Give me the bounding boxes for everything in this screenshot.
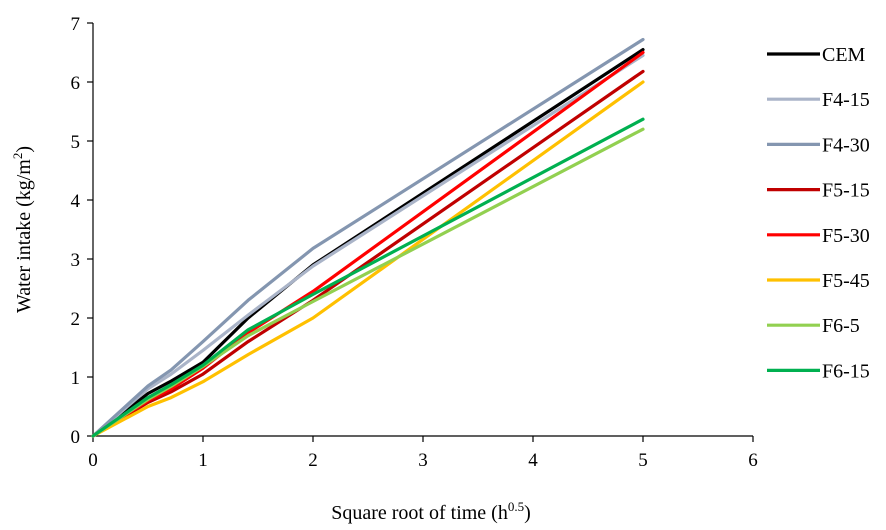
series-line-f4-15	[91, 53, 645, 438]
x-axis-title-suffix: )	[524, 502, 531, 524]
legend-item: F5-15	[767, 180, 870, 202]
series-line-f6-15	[91, 117, 645, 438]
legend-label: F6-15	[822, 360, 870, 382]
x-axis-title-main: Square root of time (h	[331, 502, 508, 524]
y-axis-title-superscript: 2	[10, 153, 25, 160]
y-axis-title-suffix: )	[13, 146, 35, 153]
y-tick-label: 7	[71, 14, 81, 35]
y-tick-label: 6	[71, 73, 81, 94]
x-tick-label: 1	[198, 450, 208, 471]
x-tick-label: 4	[528, 450, 538, 471]
legend-label: F5-45	[822, 270, 870, 292]
legend-label: F6-5	[822, 315, 860, 337]
y-tick-label: 2	[71, 309, 81, 330]
legend-label: CEM	[822, 44, 866, 66]
legend-item: F4-30	[767, 134, 870, 156]
x-tick-label: 5	[638, 450, 648, 471]
legend-label: F5-30	[822, 225, 870, 247]
legend-item: F4-15	[767, 89, 870, 111]
legend-label: F4-30	[822, 134, 870, 156]
x-ticks: 0 1 2 3 4 5 6	[88, 436, 758, 471]
y-tick-label: 4	[71, 191, 81, 212]
y-tick-label: 1	[71, 368, 81, 389]
legend-label: F4-15	[822, 89, 870, 111]
legend: CEM F4-15 F4-30 F5-15 F5-30 F5-45 F6-5 F6-15	[767, 44, 870, 382]
series-line-f5-45	[91, 80, 645, 438]
y-tick-label: 3	[71, 250, 81, 271]
series-line-f4-30	[91, 37, 645, 438]
x-axis-title-superscript: 0.5	[508, 499, 524, 514]
legend-item: F5-30	[767, 225, 870, 247]
y-tick-label: 5	[71, 132, 81, 153]
x-tick-label: 3	[418, 450, 428, 471]
y-axis-title-main: Water intake (kg/m	[13, 159, 35, 313]
y-ticks: 0 1 2 3 4 5 6 7	[71, 14, 93, 448]
x-axis-title: Square root of time (h0.5)	[331, 499, 531, 524]
legend-label: F5-15	[822, 180, 870, 202]
series-lines	[91, 37, 645, 438]
x-tick-label: 0	[88, 450, 98, 471]
y-axis-title: Water intake (kg/m2)	[10, 146, 35, 313]
x-tick-label: 6	[748, 450, 758, 471]
axes: 0 1 2 3 4 5 6 7 0 1 2 3 4 5 6	[71, 14, 758, 471]
legend-item: F6-15	[767, 360, 870, 382]
legend-item: F6-5	[767, 315, 860, 337]
legend-item: CEM	[767, 44, 866, 66]
x-tick-label: 2	[308, 450, 318, 471]
y-tick-label: 0	[71, 427, 81, 448]
legend-item: F5-45	[767, 270, 870, 292]
